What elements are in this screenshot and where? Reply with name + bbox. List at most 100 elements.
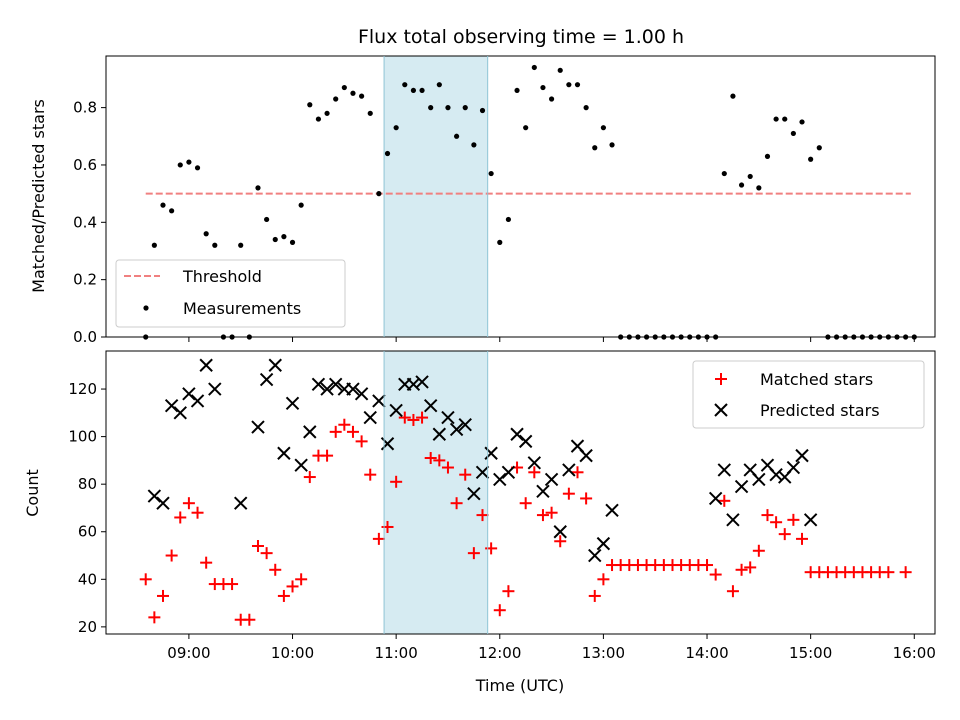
matched-star-point	[709, 568, 722, 581]
top-y-tick-label: 0.4	[73, 213, 97, 231]
matched-star-point	[562, 487, 575, 500]
bottom-xlabel: Time (UTC)	[475, 676, 564, 695]
matched-star-point	[571, 466, 584, 479]
matched-star-point	[200, 556, 213, 569]
predicted-star-point	[562, 463, 576, 477]
matched-star-point	[433, 454, 446, 467]
measurement-point	[298, 202, 304, 208]
measurement-point	[730, 93, 736, 99]
measurement-point	[721, 170, 727, 177]
predicted-star-point	[734, 479, 749, 494]
measurement-point	[808, 156, 814, 162]
measurement-point	[428, 105, 434, 111]
bottom-legend-box	[692, 360, 925, 429]
measurement-point	[790, 130, 796, 137]
measurement-point	[350, 90, 356, 96]
predicted-star-point	[786, 460, 801, 475]
top-x-ticks	[188, 337, 915, 342]
predicted-star-point	[251, 420, 265, 434]
measurement-point	[436, 82, 442, 88]
matched-star-point	[493, 604, 506, 617]
predicted-star-point	[320, 382, 334, 396]
measurement-point	[341, 84, 347, 91]
predicted-star-point	[285, 396, 300, 411]
predicted-star-point	[579, 448, 593, 463]
matched-star-point	[303, 471, 316, 484]
matched-star-point	[321, 449, 334, 462]
measurement-point	[540, 84, 546, 91]
legend-measurements-label: Measurements	[183, 299, 301, 318]
predicted-star-point	[372, 394, 386, 408]
predicted-star-point	[190, 394, 205, 408]
matched-star-point	[554, 535, 567, 548]
predicted-star-point	[294, 458, 308, 472]
bottom-points-layer	[139, 358, 912, 626]
matched-star-point	[459, 468, 472, 481]
measurement-point	[738, 182, 745, 188]
predicted-star-point	[303, 425, 317, 439]
predicted-star-point	[605, 503, 619, 518]
x-tick-label: 13:00	[582, 644, 625, 662]
matched-star-point	[398, 411, 411, 424]
measurement-point	[315, 116, 322, 122]
predicted-star-point	[268, 358, 282, 372]
matched-star-point	[597, 573, 610, 586]
predicted-star-point	[467, 486, 481, 501]
measurement-point	[289, 239, 296, 245]
top-highlight-span	[384, 56, 488, 337]
measurement-point	[203, 231, 209, 237]
top-y-tick-label: 0.0	[73, 328, 97, 346]
measurement-point	[160, 202, 166, 208]
predicted-star-point	[156, 496, 170, 510]
matched-star-point	[796, 532, 809, 545]
matched-star-point	[346, 425, 359, 438]
predicted-star-point	[752, 472, 766, 487]
predicted-star-point	[415, 375, 429, 389]
measurement-point	[488, 170, 494, 177]
measurement-point	[816, 145, 822, 151]
matched-star-point	[450, 497, 463, 510]
measurement-point	[583, 105, 589, 111]
matched-star-point	[580, 492, 593, 505]
x-tick-label: 09:00	[167, 644, 210, 662]
measurement-point	[384, 150, 391, 157]
measurement-point	[324, 110, 330, 116]
matched-star-point	[286, 580, 299, 593]
matched-star-point	[545, 506, 558, 519]
measurement-point	[264, 216, 270, 223]
predicted-star-point	[458, 418, 472, 432]
measurement-point	[177, 162, 183, 168]
matched-star-point	[519, 497, 532, 510]
predicted-star-point	[277, 446, 291, 460]
measurement-point	[376, 191, 382, 197]
matched-star-point	[899, 566, 912, 579]
matched-star-point	[701, 559, 714, 572]
measurement-point	[479, 107, 486, 114]
matched-star-point	[191, 506, 204, 519]
measurement-point	[238, 242, 244, 248]
top-points-layer	[143, 64, 917, 340]
measurement-point	[272, 236, 278, 243]
measurement-point	[548, 96, 555, 102]
bottom-axes-frame	[105, 350, 936, 635]
bottom-y-tick-label: 40	[78, 570, 97, 588]
matched-star-point	[338, 418, 351, 431]
measurement-point	[359, 93, 365, 99]
x-tick-label: 11:00	[375, 644, 418, 662]
x-tick-label: 10:00	[271, 644, 314, 662]
bottom-x-ticks: 09:00 10:00 11:00 12:00 13:00 14:00 15:00 16:00	[167, 634, 936, 662]
measurement-point	[497, 239, 503, 245]
predicted-star-point	[588, 548, 602, 563]
matched-star-point	[226, 578, 239, 591]
top-y-tick-label: 0.8	[73, 99, 97, 117]
predicted-star-point	[449, 422, 464, 437]
top-legend-box	[115, 259, 346, 328]
predicted-star-point	[354, 387, 369, 401]
matched-star-point	[528, 466, 541, 479]
measurement-point	[281, 234, 287, 240]
measurement-point	[419, 87, 425, 94]
measurement-point	[514, 87, 520, 94]
predicted-star-point	[406, 377, 421, 392]
measurement-point	[505, 216, 512, 223]
measurement-point	[151, 242, 157, 248]
